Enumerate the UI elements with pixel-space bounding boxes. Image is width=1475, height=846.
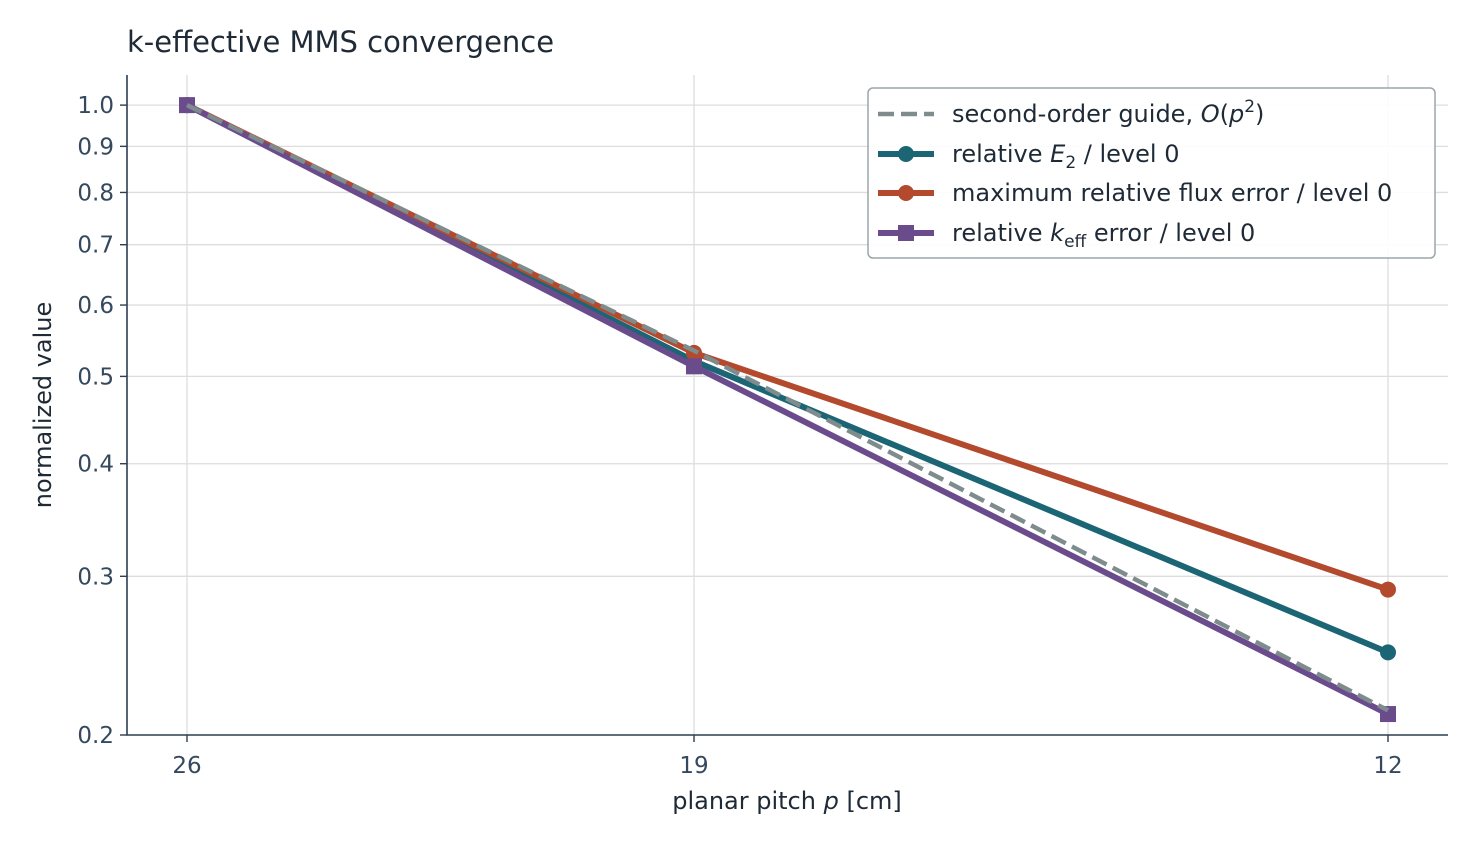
y-tick-label: 0.6 — [77, 293, 114, 319]
legend-label: relative E2 / level 0 — [952, 140, 1179, 173]
x-tick-label: 26 — [172, 753, 201, 779]
legend-marker — [898, 185, 914, 201]
series-layer — [179, 97, 1396, 723]
chart-title: k-effective MMS convergence — [127, 25, 554, 59]
legend-marker — [898, 146, 914, 162]
y-tick-label: 1.0 — [77, 93, 114, 119]
legend-label: maximum relative flux error / level 0 — [952, 179, 1392, 207]
legend-marker — [898, 225, 914, 241]
x-axis-ticks: 26 19 12 — [172, 735, 1403, 779]
data-point-flux — [1380, 581, 1396, 598]
data-point-e2 — [1380, 644, 1396, 661]
y-axis-label: normalized value — [29, 302, 57, 509]
legend-item-e2: relative E2 / level 0 — [878, 140, 1179, 173]
legend-item-keff: relative keff error / level 0 — [878, 219, 1255, 252]
y-tick-label: 0.5 — [77, 364, 114, 390]
legend-item-flux: maximum relative flux error / level 0 — [878, 179, 1392, 207]
y-tick-label: 0.7 — [77, 233, 114, 259]
y-axis-ticks: 0.2 0.3 0.4 0.5 0.6 0.7 0.8 0.9 1.0 — [77, 93, 127, 749]
legend-label: relative keff error / level 0 — [952, 219, 1255, 252]
y-tick-label: 0.2 — [77, 723, 114, 749]
y-tick-label: 0.8 — [77, 180, 114, 206]
y-tick-label: 0.3 — [77, 564, 114, 590]
data-point-keff — [686, 358, 702, 375]
y-tick-label: 0.4 — [77, 452, 114, 478]
series-line-guide — [186, 103, 1390, 713]
legend-box — [867, 87, 1436, 259]
y-tick-label: 0.9 — [77, 134, 114, 160]
legend-item-guide: second-order guide, O(p2) — [878, 97, 1264, 128]
axis-spines — [126, 75, 1448, 736]
legend-label: second-order guide, O(p2) — [952, 97, 1264, 128]
legend: second-order guide, O(p2) relative E2 / l… — [867, 87, 1436, 259]
x-tick-label: 12 — [1373, 753, 1402, 779]
x-tick-label: 19 — [679, 753, 708, 779]
x-axis-label: planar pitch p [cm] — [672, 787, 902, 815]
series-guide — [186, 103, 1390, 713]
